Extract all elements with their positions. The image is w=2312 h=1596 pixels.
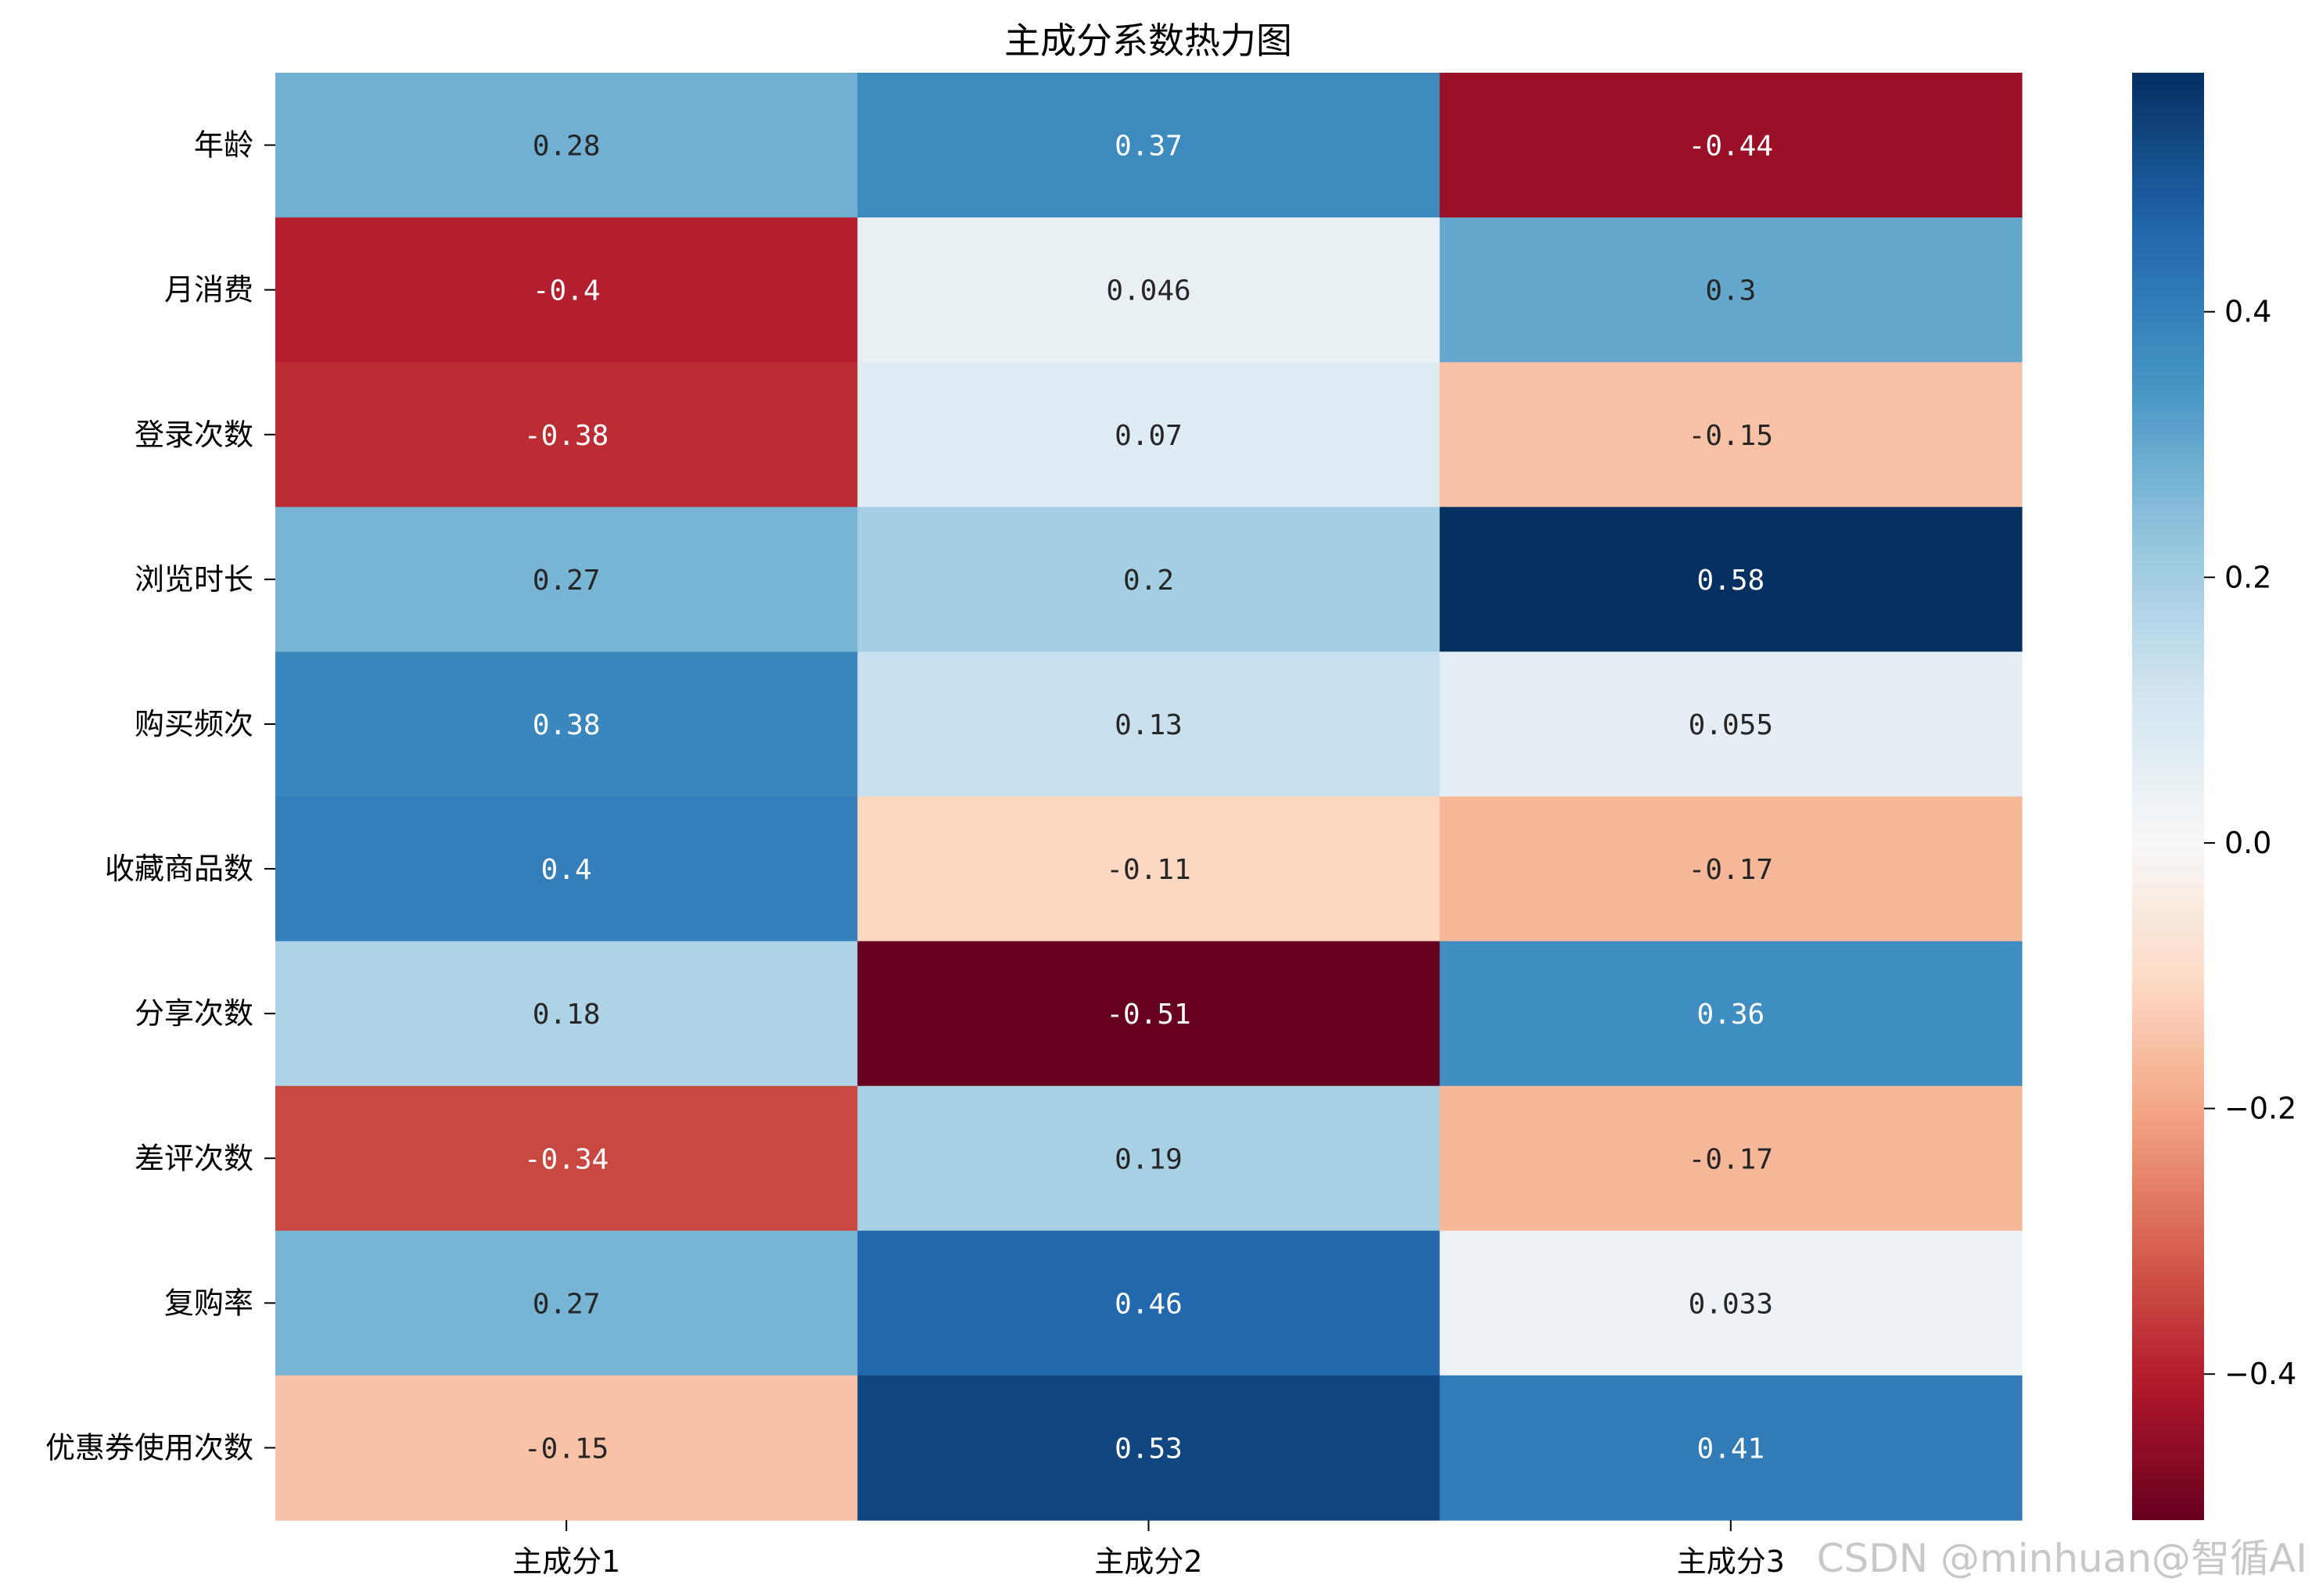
heatmap-cell [857,1085,1441,1232]
y-tick-label: 购买频次 [135,707,253,741]
cell-value-label: 0.13 [1115,709,1183,741]
cell-value-label: 0.046 [1106,275,1190,307]
heatmap-cell [857,217,1441,363]
colorbar-tick-label: 0.2 [2224,560,2271,594]
heatmap-cell [1439,1230,2023,1376]
cell-value-label: 0.38 [533,709,601,741]
cell-value-label: 0.4 [541,854,592,886]
cell-value-label: 0.58 [1696,565,1765,597]
cell-value-label: 0.27 [533,1288,601,1320]
cell-value-label: 0.19 [1115,1143,1183,1175]
heatmap-cell [1439,1085,2023,1232]
cell-value-label: 0.18 [533,999,601,1031]
y-tick-label: 差评次数 [135,1141,253,1175]
heatmap-cell [275,1375,858,1521]
colorbar: −0.4 −0.2 0.0 0.2 0.4 [2132,73,2296,1520]
heatmap-cell [1439,73,2023,218]
cell-value-label: 0.2 [1123,565,1174,597]
heatmap-cell [857,1375,1441,1521]
cell-value-label: 0.46 [1115,1288,1183,1320]
cell-value-label: 0.055 [1689,709,1773,741]
y-tick-label: 复购率 [164,1286,253,1320]
heatmap-cell [857,651,1441,798]
heatmap-cell [275,651,858,798]
colorbar-tick-label: 0.4 [2224,295,2271,329]
colorbar-tick-label: −0.2 [2224,1092,2296,1126]
watermark-text: CSDN @minhuan@智循AI [1817,1536,2307,1581]
colorbar-tick-label: −0.4 [2224,1357,2296,1391]
heatmap-cell-labels: 0.28 0.37 -0.44 -0.4 0.046 0.3 -0.38 0.07 -0.15 0… [524,131,1773,1465]
y-tick-label: 分享次数 [135,996,253,1031]
heatmap-cells [275,73,2023,1521]
y-tick-label: 年龄 [194,128,253,163]
heatmap-cell [857,507,1441,652]
cell-value-label: 0.37 [1115,131,1183,163]
heatmap-cell [857,796,1441,942]
heatmap-cell [857,362,1441,507]
cell-value-label: -0.38 [524,420,609,452]
heatmap-cell [857,73,1441,218]
cell-value-label: -0.15 [1689,420,1773,452]
cell-value-label: 0.53 [1115,1433,1183,1465]
x-tick-label: 主成分3 [1677,1544,1785,1579]
cell-value-label: -0.4 [533,275,601,307]
colorbar-gradient [2132,73,2204,1520]
y-tick-label: 浏览时长 [135,562,253,597]
heatmap-cell [275,73,858,218]
heatmap-cell [1439,1375,2023,1521]
x-axis: 主成分1 主成分2 主成分3 [512,1520,1785,1579]
heatmap-cell [857,941,1441,1087]
heatmap-cell [275,1230,858,1376]
heatmap-cell [275,507,858,652]
y-tick-label: 优惠券使用次数 [45,1430,253,1465]
y-tick-label: 月消费 [164,273,253,307]
cell-value-label: -0.17 [1689,1143,1773,1175]
cell-value-label: 0.07 [1115,420,1183,452]
chart-title: 主成分系数热力图 [1004,20,1292,62]
y-tick-label: 登录次数 [135,418,253,452]
heatmap-cell [275,941,858,1087]
cell-value-label: 0.28 [533,131,601,163]
cell-value-label: 0.033 [1689,1288,1773,1320]
cell-value-label: 0.36 [1696,999,1765,1031]
heatmap-cell [275,217,858,363]
colorbar-tick-label: 0.0 [2224,826,2271,860]
heatmap-cell [1439,941,2023,1087]
heatmap-cell [1439,507,2023,652]
heatmap-cell [1439,217,2023,363]
x-tick-label: 主成分2 [1094,1544,1202,1579]
heatmap-cell [275,796,858,942]
heatmap-cell [275,362,858,507]
cell-value-label: -0.15 [524,1433,609,1465]
cell-value-label: 0.3 [1705,275,1756,307]
heatmap-cell [275,1085,858,1232]
cell-value-label: -0.34 [524,1143,609,1175]
cell-value-label: -0.51 [1106,999,1190,1031]
heatmap-cell [857,1230,1441,1376]
cell-value-label: 0.27 [533,565,601,597]
x-tick-label: 主成分1 [512,1544,620,1579]
cell-value-label: -0.11 [1106,854,1190,886]
cell-value-label: -0.44 [1689,131,1773,163]
heatmap-cell [1439,651,2023,798]
heatmap-cell [1439,362,2023,507]
y-tick-label: 收藏商品数 [105,852,253,886]
cell-value-label: 0.41 [1696,1433,1765,1465]
heatmap-cell [1439,796,2023,942]
cell-value-label: -0.17 [1689,854,1773,886]
